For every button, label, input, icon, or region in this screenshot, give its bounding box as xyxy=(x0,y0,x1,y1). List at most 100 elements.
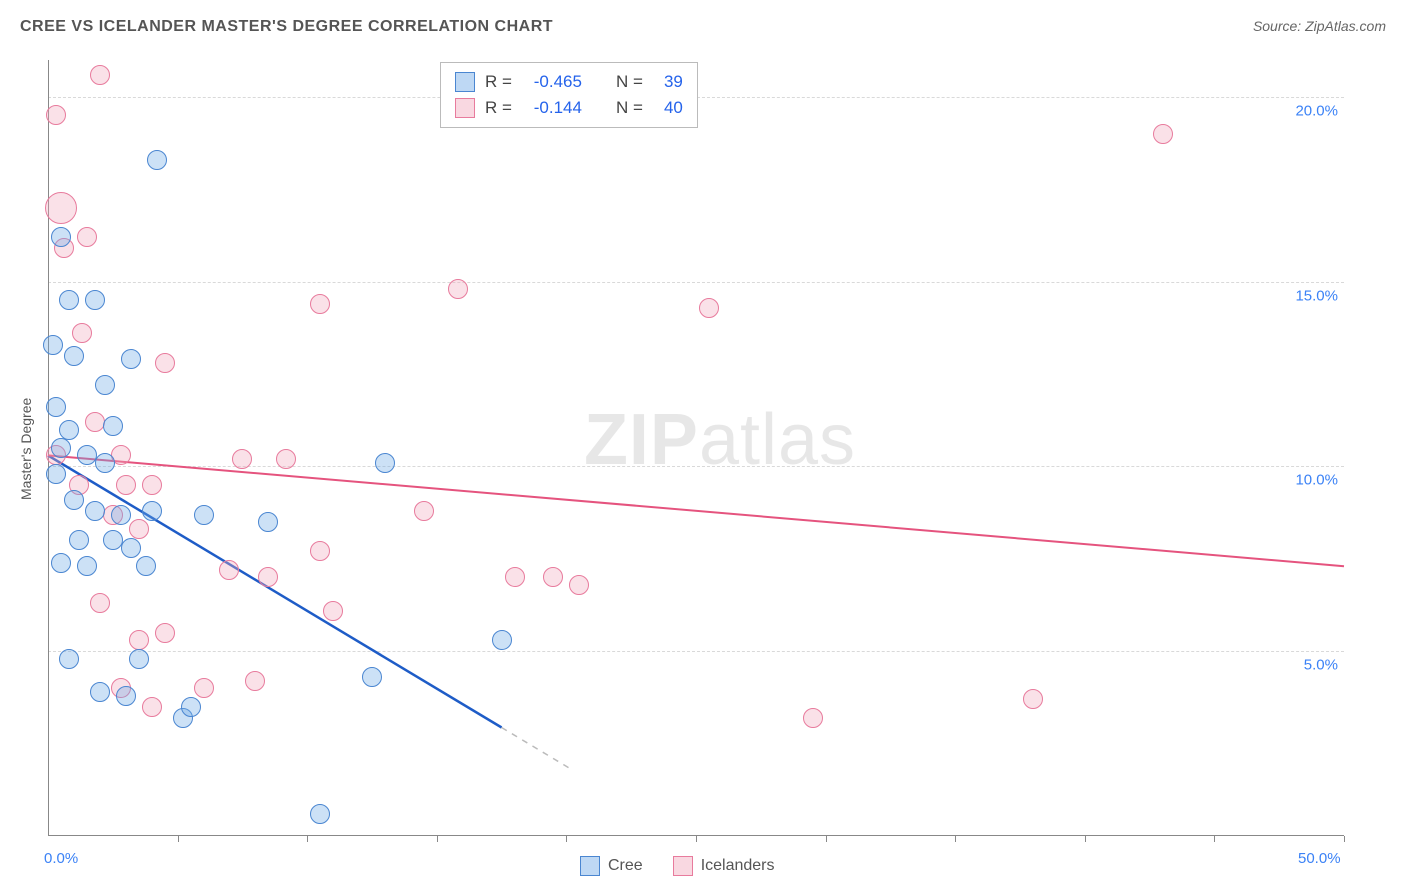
x-tick xyxy=(1214,836,1215,842)
data-point xyxy=(362,667,382,687)
data-point xyxy=(90,682,110,702)
data-point xyxy=(310,541,330,561)
stats-row: R =-0.465N =39 xyxy=(455,69,683,95)
data-point xyxy=(375,453,395,473)
data-point xyxy=(414,501,434,521)
data-point xyxy=(142,501,162,521)
data-point xyxy=(85,290,105,310)
y-tick-label: 20.0% xyxy=(1295,102,1338,119)
data-point xyxy=(90,593,110,613)
data-point xyxy=(276,449,296,469)
x-axis-origin-label: 0.0% xyxy=(44,850,78,867)
x-tick xyxy=(437,836,438,842)
data-point xyxy=(59,290,79,310)
data-point xyxy=(258,567,278,587)
data-point xyxy=(699,298,719,318)
data-point xyxy=(194,505,214,525)
data-point xyxy=(85,501,105,521)
data-point xyxy=(77,445,97,465)
x-tick xyxy=(178,836,179,842)
data-point xyxy=(1153,124,1173,144)
plot-area: 5.0%10.0%15.0%20.0% xyxy=(48,60,1344,836)
data-point xyxy=(103,416,123,436)
data-point xyxy=(121,538,141,558)
data-point xyxy=(64,490,84,510)
data-point xyxy=(142,697,162,717)
n-value: 40 xyxy=(653,98,683,118)
r-value: -0.144 xyxy=(522,98,582,118)
source-label: Source: ZipAtlas.com xyxy=(1253,18,1386,34)
data-point xyxy=(51,438,71,458)
data-point xyxy=(310,804,330,824)
data-point xyxy=(142,475,162,495)
data-point xyxy=(116,686,136,706)
data-point xyxy=(245,671,265,691)
data-point xyxy=(129,630,149,650)
title-row: CREE VS ICELANDER MASTER'S DEGREE CORREL… xyxy=(20,18,1386,36)
stats-legend-box: R =-0.465N =39R =-0.144N =40 xyxy=(440,62,698,128)
legend-label: Cree xyxy=(608,857,643,875)
data-point xyxy=(46,397,66,417)
data-point xyxy=(1023,689,1043,709)
x-tick xyxy=(1085,836,1086,842)
n-value: 39 xyxy=(653,72,683,92)
data-point xyxy=(69,530,89,550)
trend-lines xyxy=(48,60,1344,836)
data-point xyxy=(59,420,79,440)
series-legend: Cree Icelanders xyxy=(580,856,775,876)
data-point xyxy=(116,475,136,495)
legend-label: Icelanders xyxy=(701,857,775,875)
data-point xyxy=(95,375,115,395)
legend-swatch xyxy=(455,72,475,92)
data-point xyxy=(64,346,84,366)
data-point xyxy=(103,530,123,550)
data-point xyxy=(111,505,131,525)
data-point xyxy=(258,512,278,532)
data-point xyxy=(155,353,175,373)
legend-item: Icelanders xyxy=(673,856,775,876)
r-label: R = xyxy=(485,98,512,118)
data-point xyxy=(569,575,589,595)
data-point xyxy=(43,335,63,355)
data-point xyxy=(492,630,512,650)
y-tick-label: 15.0% xyxy=(1295,287,1338,304)
data-point xyxy=(323,601,343,621)
data-point xyxy=(90,65,110,85)
r-value: -0.465 xyxy=(522,72,582,92)
data-point xyxy=(219,560,239,580)
data-point xyxy=(155,623,175,643)
data-point xyxy=(310,294,330,314)
legend-item: Cree xyxy=(580,856,643,876)
data-point xyxy=(147,150,167,170)
data-point xyxy=(448,279,468,299)
data-point xyxy=(95,453,115,473)
x-tick xyxy=(955,836,956,842)
y-axis-label: Master's Degree xyxy=(18,398,34,500)
data-point xyxy=(803,708,823,728)
x-tick xyxy=(826,836,827,842)
data-point xyxy=(129,519,149,539)
data-point xyxy=(59,649,79,669)
data-point xyxy=(129,649,149,669)
x-tick xyxy=(307,836,308,842)
data-point xyxy=(543,567,563,587)
chart-container: CREE VS ICELANDER MASTER'S DEGREE CORREL… xyxy=(0,0,1406,892)
data-point xyxy=(51,227,71,247)
data-point xyxy=(77,227,97,247)
y-tick-label: 10.0% xyxy=(1295,472,1338,489)
legend-swatch xyxy=(455,98,475,118)
legend-swatch xyxy=(673,856,693,876)
data-point xyxy=(121,349,141,369)
data-point xyxy=(51,553,71,573)
n-label: N = xyxy=(616,98,643,118)
data-point xyxy=(85,412,105,432)
data-point xyxy=(136,556,156,576)
r-label: R = xyxy=(485,72,512,92)
data-point xyxy=(194,678,214,698)
data-point xyxy=(232,449,252,469)
x-axis-end-label: 50.0% xyxy=(1298,850,1341,867)
x-tick xyxy=(696,836,697,842)
x-tick xyxy=(566,836,567,842)
data-point xyxy=(181,697,201,717)
data-point xyxy=(45,192,77,224)
